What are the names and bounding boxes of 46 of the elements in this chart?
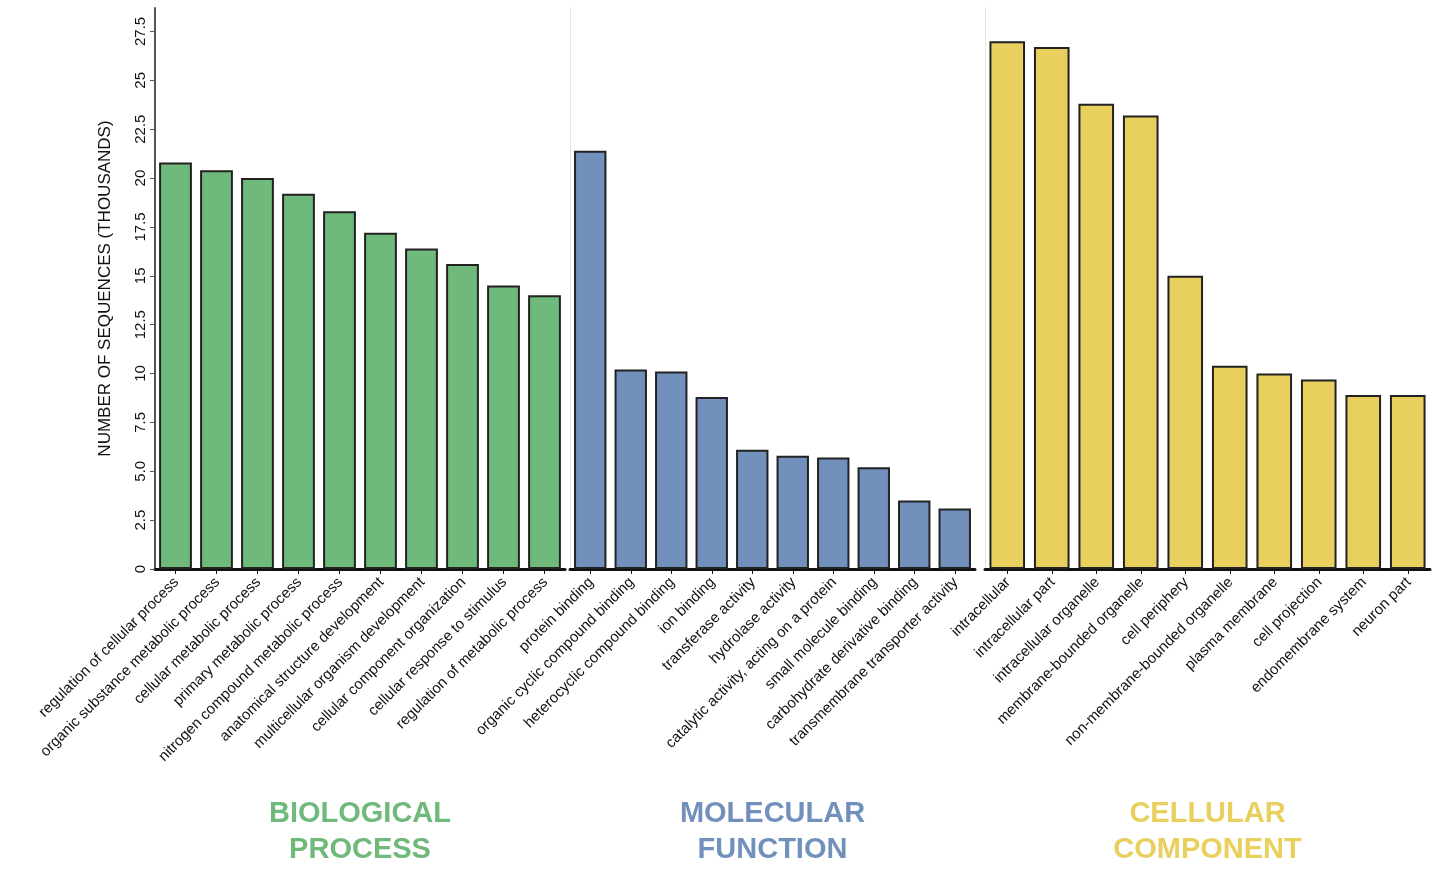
y-axis-title: NUMBER OF SEQUENCES (THOUSANDS) — [95, 120, 114, 457]
y-tick-label: 7.5 — [131, 411, 148, 433]
x-axis-title: CELLULAR COMPONENT — [1113, 796, 1303, 864]
bar — [736, 449, 769, 569]
bar — [1256, 373, 1293, 569]
bar — [817, 457, 850, 569]
bar — [1300, 379, 1337, 569]
y-tick-label: 17.5 — [131, 212, 148, 242]
bar — [487, 285, 520, 569]
bar — [200, 170, 233, 569]
bar — [1122, 115, 1159, 569]
bar — [655, 371, 688, 569]
y-tick-label: 10 — [131, 365, 148, 382]
bar — [614, 369, 647, 569]
bar — [776, 455, 809, 569]
y-tick-label: 27.5 — [131, 16, 148, 47]
bar — [405, 248, 438, 569]
y-tick-label: 22.5 — [131, 114, 148, 144]
bar — [1211, 365, 1248, 569]
bar — [241, 178, 274, 569]
bar — [1078, 103, 1115, 569]
bar — [898, 500, 931, 569]
bar — [282, 193, 315, 569]
x-axis-title: MOLECULAR FUNCTION — [679, 796, 866, 864]
bar — [938, 508, 971, 569]
bar — [1345, 395, 1382, 569]
bar — [364, 232, 397, 569]
x-axis-title: BIOLOGICAL PROCESS — [268, 796, 452, 864]
y-tick-label: 5.0 — [131, 460, 148, 482]
y-tick-label: 15 — [131, 267, 148, 285]
y-tick-label: 2.5 — [131, 509, 148, 531]
bar — [695, 396, 728, 569]
bar — [528, 295, 561, 569]
bar — [323, 211, 356, 569]
bar — [446, 264, 479, 569]
y-tick-label: 25 — [131, 71, 148, 89]
bar — [159, 162, 192, 569]
bar — [1033, 47, 1070, 569]
bar — [1167, 275, 1204, 569]
y-tick-label: 0 — [131, 564, 148, 574]
bar — [574, 150, 607, 569]
y-tick-label: 12.5 — [131, 310, 148, 340]
bar — [989, 41, 1026, 569]
bar — [857, 467, 890, 569]
bar — [1389, 395, 1426, 569]
y-tick-label: 20 — [131, 169, 148, 187]
